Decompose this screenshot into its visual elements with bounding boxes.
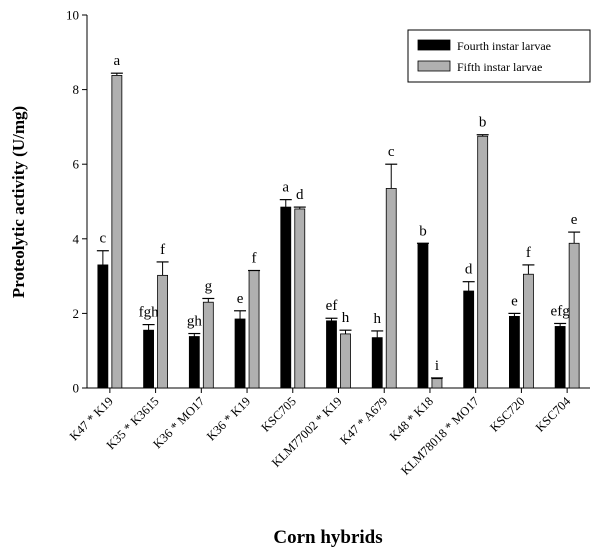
significance-letter: e <box>511 293 518 309</box>
significance-letter: f <box>160 242 165 258</box>
significance-letter: ef <box>326 298 338 314</box>
significance-letter: d <box>296 187 304 203</box>
legend-swatch-fifth <box>417 60 451 72</box>
bar-fifth-instar <box>523 273 534 389</box>
bar-fourth-instar <box>417 242 429 389</box>
y-tick-label: 6 <box>73 157 80 172</box>
legend-label-fourth: Fourth instar larvae <box>457 39 551 53</box>
bar-fourth-instar <box>554 326 566 389</box>
x-tick-label: K36 * K19 <box>204 394 253 443</box>
x-axis-label: Corn hybrids <box>273 527 382 548</box>
bar-fourth-instar <box>280 206 292 389</box>
bar-fifth-instar <box>248 270 260 389</box>
significance-letter: i <box>435 358 439 374</box>
legend-frame <box>407 29 591 83</box>
significance-letter: b <box>479 115 487 131</box>
bar-fifth-instar <box>385 188 397 389</box>
bar-fifth-instar <box>202 301 214 389</box>
significance-letter: g <box>205 278 213 294</box>
bar-fifth-instar <box>568 242 580 389</box>
significance-letter: c <box>100 231 107 247</box>
significance-letter: efg <box>551 303 571 319</box>
significance-letter: b <box>419 223 427 239</box>
significance-letter: f <box>252 251 257 267</box>
significance-letter: e <box>237 291 244 307</box>
significance-letter: a <box>282 180 289 196</box>
x-tick-label: K48 * K18 <box>387 394 436 443</box>
significance-letter: e <box>571 212 578 228</box>
y-tick-label: 10 <box>66 8 79 23</box>
x-tick-label: KLM78018 * MO17 <box>398 394 482 478</box>
x-tick-label: KSC705 <box>259 394 299 434</box>
significance-letter: d <box>465 262 473 278</box>
x-tick-label: KSC720 <box>487 394 527 434</box>
bar-fourth-instar <box>371 337 383 389</box>
significance-letter: h <box>373 311 381 327</box>
y-tick-label: 0 <box>73 381 80 396</box>
significance-letter: f <box>526 245 531 261</box>
bar-fourth-instar <box>326 320 337 389</box>
y-axis-label: Proteolytic activity (U/mg) <box>9 106 28 298</box>
bar-fourth-instar <box>234 318 246 389</box>
bar-fifth-instar <box>431 378 443 389</box>
bar-fourth-instar <box>463 290 475 389</box>
y-tick-label: 8 <box>73 82 80 97</box>
bar-fourth-instar <box>143 329 154 389</box>
significance-letter: fgh <box>139 305 159 321</box>
x-tick-label: K47 * A679 <box>337 394 390 447</box>
significance-letter: h <box>342 310 350 326</box>
bar-fifth-instar <box>340 333 351 389</box>
significance-letter: a <box>114 53 121 69</box>
x-tick-label: K47 * K19 <box>67 394 116 443</box>
significance-letter: c <box>388 144 395 160</box>
bar-fourth-instar <box>509 315 520 389</box>
significance-letter: gh <box>187 314 203 330</box>
y-tick-label: 2 <box>73 306 80 321</box>
legend-label-fifth: Fifth instar larvae <box>457 60 542 74</box>
legend-swatch-fourth <box>417 39 451 51</box>
bar-fifth-instar <box>477 135 489 389</box>
bar-fifth-instar <box>111 75 123 389</box>
bar-fifth-instar <box>157 274 168 389</box>
bar-fourth-instar <box>188 336 200 389</box>
x-tick-label: KSC704 <box>533 394 574 435</box>
legend: Fourth instar larvae Fifth instar larvae <box>407 29 591 83</box>
bar-fourth-instar <box>97 264 109 389</box>
bar-fifth-instar <box>294 208 306 389</box>
y-tick-label: 4 <box>73 231 80 246</box>
